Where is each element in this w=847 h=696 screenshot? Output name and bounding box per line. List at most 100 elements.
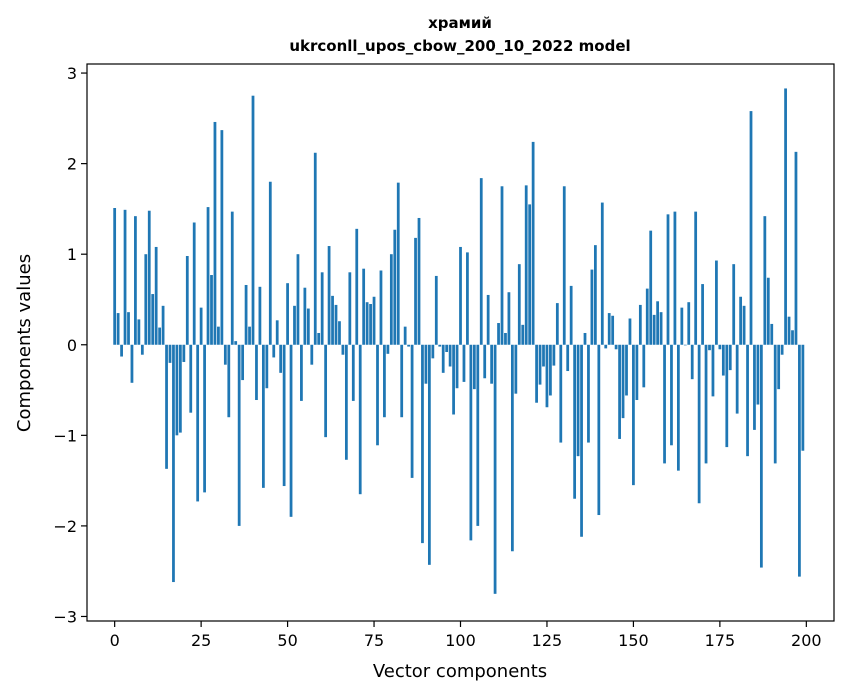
bar xyxy=(542,344,545,367)
bar xyxy=(400,344,404,418)
bar xyxy=(794,151,798,345)
bar xyxy=(293,305,296,345)
bar xyxy=(127,312,130,345)
bar xyxy=(258,286,262,345)
bar xyxy=(414,237,417,345)
bar xyxy=(379,270,383,345)
bar xyxy=(113,208,117,345)
y-tick-label: 2 xyxy=(67,155,77,174)
bar xyxy=(483,344,487,379)
x-tick-label: 25 xyxy=(191,631,211,650)
bar xyxy=(403,326,407,345)
bar xyxy=(199,307,203,345)
bar xyxy=(735,344,739,414)
bar xyxy=(701,284,704,345)
bar xyxy=(642,344,646,388)
bar xyxy=(255,344,258,401)
bar xyxy=(777,344,781,390)
bar xyxy=(759,344,763,568)
y-tick-label: −2 xyxy=(53,517,77,536)
bar xyxy=(528,204,532,345)
bar xyxy=(597,344,601,516)
bar xyxy=(272,344,276,358)
bar xyxy=(469,344,473,541)
bar xyxy=(196,344,200,502)
bar xyxy=(248,326,251,345)
bar xyxy=(438,344,442,347)
bar xyxy=(358,344,362,495)
bar xyxy=(130,344,134,383)
bar xyxy=(376,344,379,446)
bar xyxy=(749,111,753,345)
bar xyxy=(220,130,224,345)
x-tick-label: 200 xyxy=(791,631,822,650)
bar xyxy=(569,285,573,345)
bar xyxy=(227,344,231,418)
bar xyxy=(369,304,372,345)
bar xyxy=(317,332,321,345)
bar xyxy=(607,313,611,345)
bar xyxy=(562,186,566,345)
bar xyxy=(538,344,542,385)
bar xyxy=(770,323,774,345)
bar xyxy=(611,315,615,345)
bar xyxy=(535,344,538,403)
bar xyxy=(120,344,123,357)
bar xyxy=(514,344,518,394)
bar xyxy=(600,202,604,345)
bar xyxy=(486,294,490,345)
x-tick-label: 0 xyxy=(110,631,120,650)
bar xyxy=(690,344,694,380)
bar xyxy=(476,344,480,526)
bar xyxy=(649,230,653,345)
y-tick-label: 3 xyxy=(67,64,77,83)
bars-group xyxy=(113,88,805,594)
bar xyxy=(192,222,196,345)
bar xyxy=(383,344,386,418)
bar xyxy=(327,246,331,345)
bar xyxy=(590,269,594,345)
x-axis-label: Vector components xyxy=(373,661,547,682)
bar xyxy=(151,294,155,345)
bar xyxy=(310,344,314,365)
bar xyxy=(372,296,376,345)
bar xyxy=(324,344,328,438)
bar xyxy=(504,332,507,345)
bar xyxy=(448,344,452,367)
bar xyxy=(725,344,729,448)
bar xyxy=(694,211,698,345)
bar xyxy=(185,256,189,345)
bar xyxy=(410,344,414,478)
bar xyxy=(286,283,289,345)
bar xyxy=(140,344,144,355)
bar xyxy=(559,344,563,443)
bar xyxy=(338,321,341,345)
bar xyxy=(320,272,324,345)
bar xyxy=(268,181,272,345)
y-axis-ticks: −3 −2 −1 0 1 2 3 xyxy=(53,64,87,626)
bar xyxy=(189,344,193,413)
bar xyxy=(746,344,749,457)
bar xyxy=(510,344,514,552)
bar xyxy=(251,95,255,345)
bar xyxy=(144,254,148,345)
bar xyxy=(123,209,127,345)
bar xyxy=(206,207,210,345)
bar xyxy=(784,88,787,345)
bar xyxy=(791,330,794,345)
bar xyxy=(507,292,511,345)
bar xyxy=(798,344,801,577)
bar xyxy=(306,308,310,345)
bar xyxy=(348,272,352,345)
bar xyxy=(244,284,248,345)
bar xyxy=(452,344,455,415)
bar xyxy=(683,344,687,346)
bar xyxy=(296,254,300,345)
bar xyxy=(389,254,393,345)
bar xyxy=(580,344,583,537)
bar xyxy=(396,182,400,345)
bar xyxy=(355,228,359,345)
bar xyxy=(697,344,701,504)
bar xyxy=(175,344,179,436)
